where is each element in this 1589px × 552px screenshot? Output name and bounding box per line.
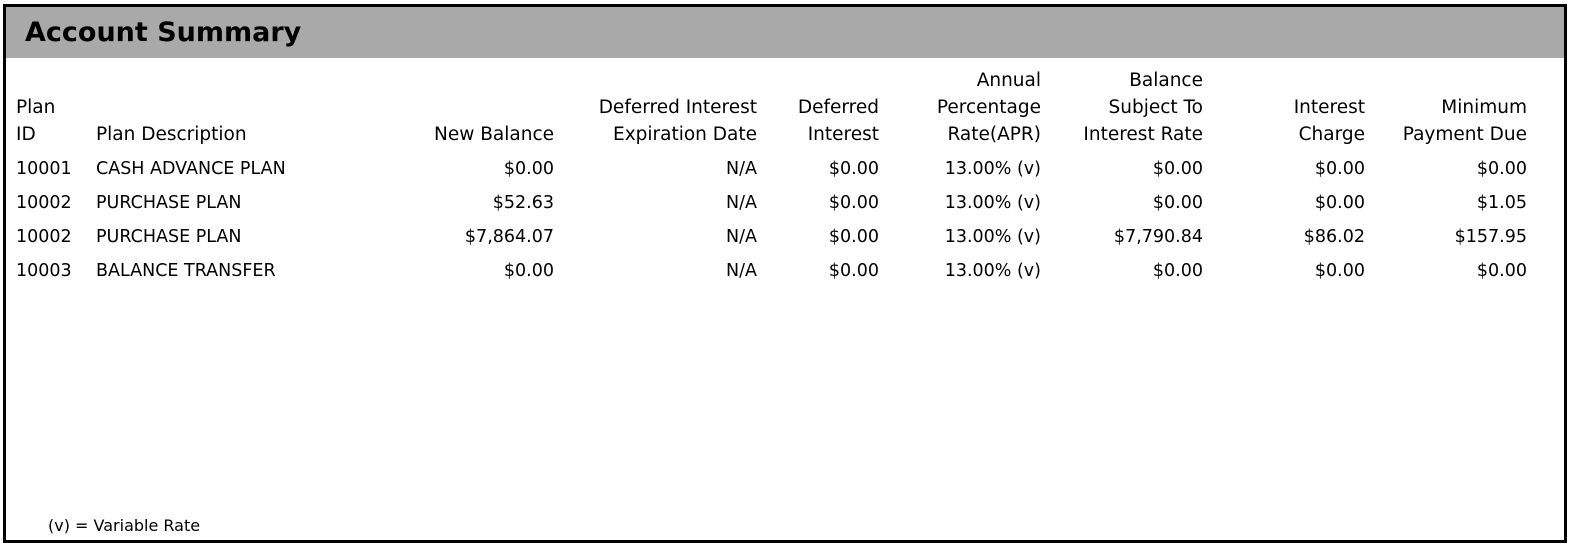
cell-plan-id: 10001 bbox=[16, 159, 72, 179]
cell-balance-subject-to-interest-rate: $0.00 bbox=[1152, 261, 1203, 281]
account-summary-table: Plan ID Plan Description New Balance Def… bbox=[16, 67, 1527, 288]
cell-interest-charge: $0.00 bbox=[1314, 159, 1365, 179]
column-header-minimum-payment-due: Minimum Payment Due bbox=[1402, 97, 1527, 145]
summary-content: Plan ID Plan Description New Balance Def… bbox=[6, 58, 1564, 288]
cell-balance-subject-to-interest-rate: $7,790.84 bbox=[1113, 227, 1203, 247]
cell-deferred-interest: $0.00 bbox=[828, 159, 879, 179]
column-header-plan-description: Plan Description bbox=[96, 124, 247, 145]
cell-new-balance: $0.00 bbox=[503, 261, 554, 281]
column-header-interest-charge: Interest Charge bbox=[1293, 97, 1365, 145]
cell-balance-subject-to-interest-rate: $0.00 bbox=[1152, 159, 1203, 179]
cell-plan-description: PURCHASE PLAN bbox=[96, 227, 242, 247]
cell-deferred-interest: $0.00 bbox=[828, 227, 879, 247]
cell-apr: 13.00% (v) bbox=[944, 261, 1041, 281]
cell-new-balance: $0.00 bbox=[503, 159, 554, 179]
cell-deferred-interest: $0.00 bbox=[828, 193, 879, 213]
table-row: 10003 BALANCE TRANSFER $0.00 N/A $0.00 1… bbox=[16, 254, 1527, 288]
header-row: Plan ID Plan Description New Balance Def… bbox=[16, 67, 1527, 152]
cell-plan-id: 10002 bbox=[16, 227, 72, 247]
cell-new-balance: $7,864.07 bbox=[464, 227, 554, 247]
cell-deferred-interest-expiration-date: N/A bbox=[726, 193, 757, 213]
column-header-apr: Annual Percentage Rate(APR) bbox=[936, 70, 1041, 145]
cell-apr: 13.00% (v) bbox=[944, 227, 1041, 247]
table-row: 10002 PURCHASE PLAN $7,864.07 N/A $0.00 … bbox=[16, 220, 1527, 254]
cell-plan-description: CASH ADVANCE PLAN bbox=[96, 159, 286, 179]
section-header: Account Summary bbox=[6, 7, 1564, 58]
cell-apr: 13.00% (v) bbox=[944, 159, 1041, 179]
column-header-plan-id: Plan ID bbox=[16, 97, 56, 145]
cell-balance-subject-to-interest-rate: $0.00 bbox=[1152, 193, 1203, 213]
cell-minimum-payment-due: $1.05 bbox=[1476, 193, 1527, 213]
cell-deferred-interest-expiration-date: N/A bbox=[726, 227, 757, 247]
table-row: 10002 PURCHASE PLAN $52.63 N/A $0.00 13.… bbox=[16, 186, 1527, 220]
cell-minimum-payment-due: $157.95 bbox=[1454, 227, 1527, 247]
cell-plan-id: 10003 bbox=[16, 261, 72, 281]
cell-plan-id: 10002 bbox=[16, 193, 72, 213]
page-title: Account Summary bbox=[25, 17, 302, 48]
column-header-deferred-interest: Deferred Interest bbox=[797, 97, 879, 145]
cell-plan-description: PURCHASE PLAN bbox=[96, 193, 242, 213]
cell-minimum-payment-due: $0.00 bbox=[1476, 261, 1527, 281]
column-header-balance-subject-to-interest-rate: Balance Subject To Interest Rate bbox=[1083, 70, 1203, 145]
cell-minimum-payment-due: $0.00 bbox=[1476, 159, 1527, 179]
cell-interest-charge: $0.00 bbox=[1314, 261, 1365, 281]
cell-deferred-interest-expiration-date: N/A bbox=[726, 261, 757, 281]
cell-apr: 13.00% (v) bbox=[944, 193, 1041, 213]
column-header-new-balance: New Balance bbox=[433, 124, 554, 145]
cell-interest-charge: $86.02 bbox=[1303, 227, 1365, 247]
table-row: 10001 CASH ADVANCE PLAN $0.00 N/A $0.00 … bbox=[16, 152, 1527, 186]
cell-deferred-interest-expiration-date: N/A bbox=[726, 159, 757, 179]
variable-rate-footnote: (v) = Variable Rate bbox=[48, 516, 201, 535]
cell-new-balance: $52.63 bbox=[492, 193, 554, 213]
cell-plan-description: BALANCE TRANSFER bbox=[96, 261, 276, 281]
cell-interest-charge: $0.00 bbox=[1314, 193, 1365, 213]
column-header-deferred-interest-expiration-date: Deferred Interest Expiration Date bbox=[598, 97, 757, 145]
cell-deferred-interest: $0.00 bbox=[828, 261, 879, 281]
account-summary-panel: Account Summary Plan ID bbox=[3, 4, 1567, 543]
